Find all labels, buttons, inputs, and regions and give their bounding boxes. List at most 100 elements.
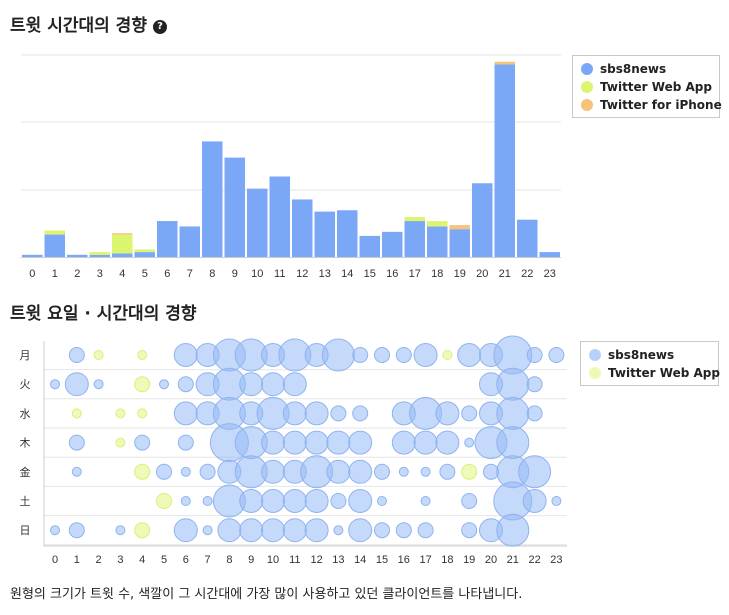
x-tick-label: 22 [528,554,540,566]
bubble [239,518,264,543]
x-tick-label: 20 [485,554,497,566]
bubble [159,379,169,390]
chart2-title: 트윗 요일 · 시간대의 경향 [10,304,197,324]
bubble [352,347,369,363]
x-tick-label: 3 [97,268,103,280]
y-tick-label: 土 [20,495,31,508]
bar-sbs8news [224,157,245,258]
x-tick-label: 7 [205,554,211,566]
bubble [68,522,85,539]
x-tick-label: 6 [164,268,170,280]
legend-label: Twitter Web App [608,366,720,380]
bubble [134,522,151,539]
bubble [348,459,373,484]
x-tick-label: 0 [52,554,58,566]
bubble [496,396,530,430]
legend-swatch [589,349,601,361]
bubble [526,405,543,422]
bubble [304,401,329,426]
x-tick-label: 9 [232,268,238,280]
bar-twitter-for-iphone [494,61,515,65]
legend-label: sbs8news [600,62,667,76]
bubble [177,376,194,393]
x-tick-label: 4 [139,554,145,566]
x-tick-label: 18 [441,554,453,566]
bubble-legend-item[interactable]: sbs8news [589,346,710,364]
bubble [71,466,82,477]
bubble [173,518,198,543]
bar-twitter-web-app [112,234,133,254]
x-tick-label: 19 [463,554,475,566]
y-tick-label: 水 [20,407,31,420]
bar-sbs8news [22,254,43,258]
bubble [239,489,264,513]
bar-sbs8news [517,219,538,258]
x-tick-label: 13 [319,268,331,280]
x-tick-label: 9 [248,554,254,566]
bubble [461,405,478,422]
y-tick-label: 火 [20,378,31,391]
x-tick-label: 2 [96,554,102,566]
x-tick-label: 21 [499,268,511,280]
bubble [496,426,530,460]
bar-sbs8news [157,221,178,258]
bubble-legend-item[interactable]: Twitter Web App [589,364,720,382]
bar-sbs8news [89,254,110,258]
x-tick-label: 5 [161,554,167,566]
bar-sbs8news [337,210,358,258]
x-tick-label: 1 [52,268,58,280]
bubble [348,518,373,543]
bubble [461,463,478,480]
y-tick-label: 月 [20,349,31,362]
chart1-title: 트윗 시간대의 경향? [10,11,167,36]
question-circle-icon[interactable]: ? [152,20,167,34]
bar-legend-item[interactable]: Twitter Web App [581,78,712,96]
bubble [526,376,543,393]
bar-sbs8news [427,226,448,258]
bubble [93,350,104,360]
x-tick-label: 6 [183,554,189,566]
legend-swatch [589,367,601,379]
bubble [173,401,198,426]
x-tick-label: 16 [386,268,398,280]
x-tick-label: 1 [74,554,80,566]
x-tick-label: 7 [187,268,193,280]
x-tick-label: 23 [544,268,556,280]
x-tick-label: 22 [521,268,533,280]
bubble [261,459,285,484]
bubble [180,466,191,477]
bubble [134,434,151,451]
bar-twitter-for-iphone [449,225,470,230]
x-tick-label: 21 [507,554,519,566]
y-tick-label: 木 [20,437,31,450]
x-tick-label: 4 [119,268,125,280]
bar-sbs8news [382,231,403,258]
x-tick-label: 18 [431,268,443,280]
legend-swatch [581,99,593,111]
bubble [352,405,369,422]
bar-legend-item[interactable]: Twitter for iPhone [581,96,722,114]
bar-twitter-web-app [427,221,448,227]
bubble [348,430,373,455]
bar-sbs8news [494,64,515,258]
bubble [173,343,198,367]
bubble [115,437,126,448]
x-tick-label: 13 [332,554,344,566]
bubble [374,522,390,539]
bubble [261,489,285,513]
bar-sbs8news [202,141,223,258]
bar-legend-item[interactable]: sbs8news [581,60,711,78]
bubble [282,518,307,543]
bubble [464,437,475,448]
x-tick-label: 23 [550,554,562,566]
bubble [439,463,456,480]
x-tick-label: 8 [226,554,232,566]
bubble [156,463,172,480]
bubble [68,434,85,451]
hourly-bar-chart: 0 1 2 3 4 5 6 7 8 9 10 11 12 13 14 15 16 17 18 19 20 21 22 23 [21,54,561,280]
bubble [330,493,347,509]
legend-label: Twitter for iPhone [600,98,722,112]
x-tick-label: 16 [398,554,410,566]
bubble [391,430,416,455]
